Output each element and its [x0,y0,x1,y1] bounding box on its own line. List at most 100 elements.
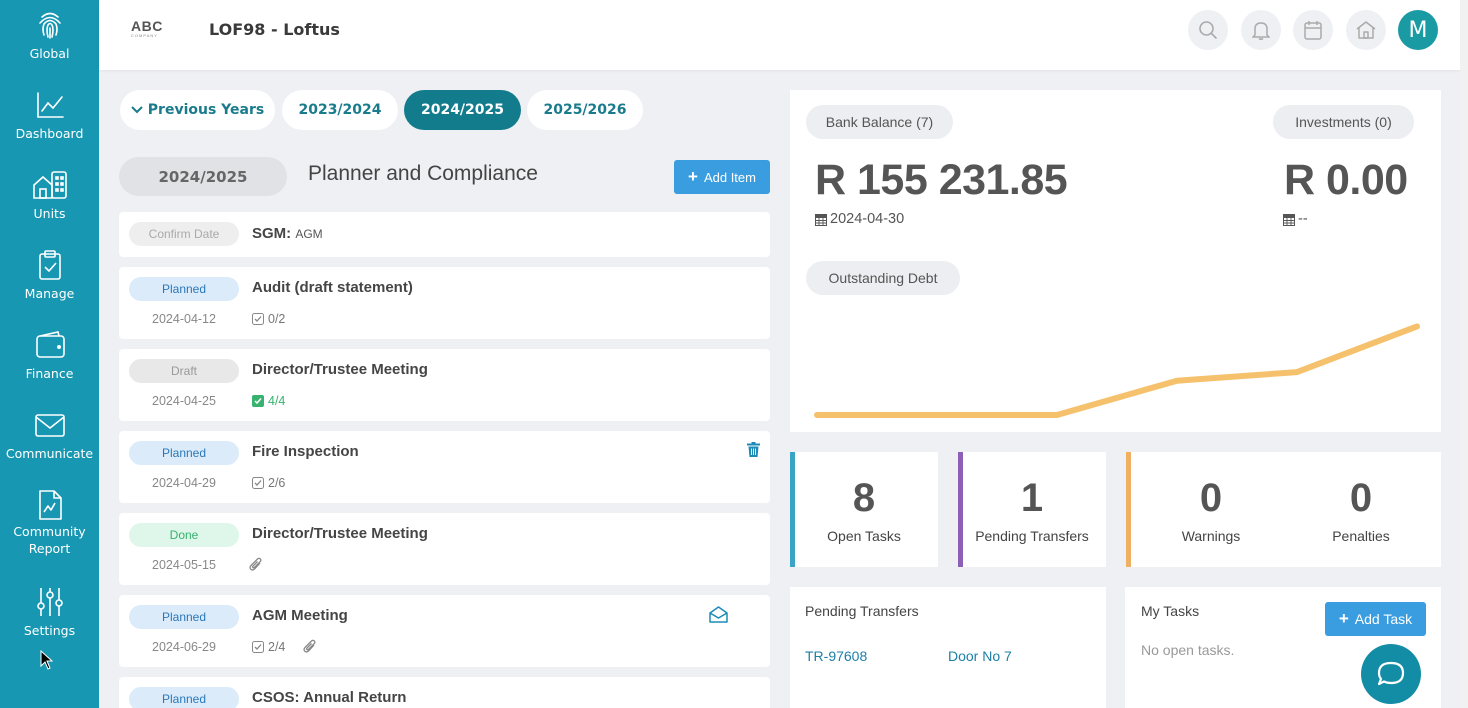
logo-subtext: COMPANY [131,33,158,38]
sidebar-item-label: Manage [24,286,75,301]
planner-item[interactable]: Done Director/Trustee Meeting 2024-05-15 [119,513,770,585]
sidebar-item-label-2: Report [28,541,71,556]
outstanding-debt-pill[interactable]: Outstanding Debt [806,261,960,295]
sidebar-item-community-report[interactable]: Community Report [0,489,99,557]
transfer-unit-link[interactable]: Door No 7 [948,648,1012,664]
investments-date: -- [1283,211,1308,227]
chart-line-icon [36,92,64,118]
sidebar-item-label: Finance [25,366,74,381]
sidebar-item-global[interactable]: Global [0,9,99,62]
planner-item-title: Director/Trustee Meeting [252,361,428,378]
sidebar-item-label: Communicate [5,446,94,461]
my-tasks-title: My Tasks [1141,603,1200,619]
no-tasks-message: No open tasks. [1141,642,1235,658]
stat-label: Warnings [1181,528,1241,544]
checklist-count: 0/2 [268,312,286,326]
checkbox-checked-icon [252,395,264,407]
sidebar-item-label: Global [29,46,70,61]
planner-item-date: 2024-05-15 [152,558,216,572]
checkbox-icon [252,641,264,653]
sliders-icon [36,588,63,616]
sidebar-item-units[interactable]: Units [0,169,99,222]
tab-previous-years[interactable]: Previous Years [120,90,275,130]
checklist-progress: 4/4 [252,394,285,408]
calendar-small-icon [815,213,827,226]
add-item-label: Add Item [703,169,756,185]
planner-item[interactable]: Confirm Date SGM: AGM [119,212,770,257]
plus-icon: + [1338,609,1349,628]
sidebar-item-label: Community [13,524,86,539]
planner-item-date: 2024-04-12 [152,312,216,326]
mouse-cursor-icon [40,650,54,670]
fingerprint-icon [38,12,61,39]
tab-label: 2023/2024 [298,102,382,118]
planner-item-title: Fire Inspection [252,443,359,460]
home-button[interactable] [1346,10,1386,50]
checklist-progress: 0/2 [252,312,285,326]
status-badge: Planned [129,605,239,629]
stat-penalties[interactable]: 0 Penalties [1286,452,1436,567]
checklist-count: 2/4 [268,640,286,654]
sidebar-item-label: Units [33,206,66,221]
stat-pending-transfers[interactable]: 1 Pending Transfers [958,452,1106,567]
date-text: 2024-04-30 [830,211,905,227]
planner-item[interactable]: Planned AGM Meeting 2024-06-29 2/4 [119,595,770,667]
planner-item-title: Audit (draft statement) [252,279,413,296]
user-avatar[interactable]: M [1398,10,1438,50]
sidebar-item-manage[interactable]: Manage [0,249,99,302]
investments-amount: R 0.00 [1284,156,1408,204]
logo-text: ABC [131,18,163,34]
chat-button[interactable] [1361,644,1421,704]
transfer-ref-link[interactable]: TR-97608 [805,648,868,664]
stat-value: 0 [1349,476,1373,520]
calendar-button[interactable] [1293,10,1333,50]
planner-item-title: Director/Trustee Meeting [252,525,428,542]
sidebar-item-finance[interactable]: Finance [0,329,99,382]
planner-item-subtitle: AGM [295,227,323,241]
envelope-open-icon[interactable] [709,606,728,623]
stat-warnings-penalties: 0 Warnings 0 Penalties [1126,452,1441,567]
search-button[interactable] [1188,10,1228,50]
status-badge: Done [129,523,239,547]
calendar-small-icon [1283,213,1295,226]
status-badge: Planned [129,687,239,708]
stat-open-tasks[interactable]: 8 Open Tasks [790,452,938,567]
planner-item[interactable]: Draft Director/Trustee Meeting 2024-04-2… [119,349,770,421]
add-task-button[interactable]: + Add Task [1325,602,1426,636]
planner-item[interactable]: Planned CSOS: Annual Return [119,677,770,708]
stat-warnings[interactable]: 0 Warnings [1136,452,1286,567]
tab-label: 2024/2025 [420,102,505,118]
bank-balance-date: 2024-04-30 [815,211,904,227]
scrollbar[interactable] [1460,0,1468,708]
planner-item[interactable]: Planned Fire Inspection 2024-04-29 2/6 [119,431,770,503]
top-header: ABC COMPANY LOF98 - Loftus M [99,0,1468,70]
stat-value: 1 [1020,476,1044,520]
planner-item[interactable]: Planned Audit (draft statement) 2024-04-… [119,267,770,339]
stat-value: 0 [1199,476,1223,520]
tab-label: 2025/2026 [543,102,627,118]
bank-balance-pill[interactable]: Bank Balance (7) [806,105,953,139]
pending-transfers-title: Pending Transfers [805,603,919,619]
sidebar-item-communicate[interactable]: Communicate [0,409,99,462]
checklist-count: 2/6 [268,476,286,490]
status-badge: Planned [129,277,239,301]
planner-item-date: 2024-04-25 [152,394,216,408]
investments-pill[interactable]: Investments (0) [1273,105,1414,139]
sidebar: Global Dashboard Units Manage Finance Co… [0,0,99,708]
stat-accent-bar [1126,452,1131,567]
home-icon [1356,21,1376,39]
envelope-icon [34,414,65,437]
tab-2024-2025[interactable]: 2024/2025 [404,90,521,130]
notifications-button[interactable] [1241,10,1281,50]
stat-value: 8 [852,476,876,520]
tab-2025-2026[interactable]: 2025/2026 [527,90,643,130]
add-item-button[interactable]: + Add Item [674,160,770,194]
report-icon [38,490,62,520]
trash-icon[interactable] [747,442,760,457]
sidebar-item-settings[interactable]: Settings [0,586,99,639]
stat-accent-bar [790,452,795,567]
sidebar-item-label: Settings [23,623,76,638]
tab-2023-2024[interactable]: 2023/2024 [282,90,398,130]
sidebar-item-dashboard[interactable]: Dashboard [0,89,99,142]
chevron-down-icon [131,106,143,114]
